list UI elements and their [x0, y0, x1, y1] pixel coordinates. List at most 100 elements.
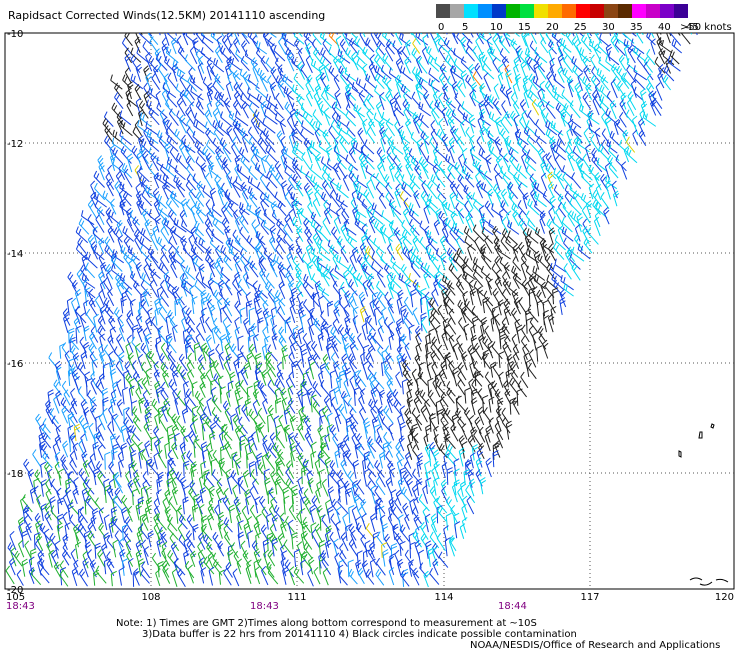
- wind-barb: [626, 97, 635, 117]
- wind-barb: [635, 33, 644, 44]
- wind-barb: [512, 100, 520, 117]
- wind-barb: [472, 199, 484, 217]
- wind-barb: [562, 44, 574, 63]
- wind-barb: [188, 188, 197, 207]
- wind-barb: [627, 91, 637, 111]
- wind-barb: [553, 91, 567, 109]
- wind-barb: [421, 46, 429, 65]
- wind-barb: [217, 120, 230, 137]
- wind-barb: [102, 118, 113, 136]
- wind-barb: [375, 45, 386, 65]
- wind-barb: [136, 47, 150, 64]
- wind-barb: [526, 120, 537, 136]
- wind-barb: [646, 48, 656, 66]
- wind-barb: [227, 200, 239, 218]
- wind-barb: [250, 57, 259, 74]
- wind-barb: [264, 192, 279, 208]
- wind-barb: [465, 172, 475, 188]
- wind-barb: [393, 92, 402, 111]
- wind-barb: [291, 56, 303, 72]
- wind-barb: [93, 191, 107, 208]
- wind-barb: [487, 188, 494, 207]
- wind-barb: [165, 98, 176, 117]
- wind-barb: [551, 33, 557, 38]
- wind-barb: [326, 158, 339, 173]
- wind-barb: [482, 221, 494, 236]
- wind-barb: [526, 56, 536, 74]
- wind-barb: [310, 174, 324, 190]
- wind-barb: [585, 143, 591, 162]
- wind-barb: [438, 72, 448, 92]
- wind-barb: [471, 91, 484, 107]
- wind-barb: [609, 130, 620, 146]
- wind-barb: [472, 192, 484, 207]
- wind-barb: [140, 227, 151, 242]
- wind-barb: [514, 73, 522, 92]
- wind-barb: [182, 33, 189, 46]
- wind-barb: [284, 38, 294, 57]
- wind-barb: [438, 44, 447, 62]
- wind-barb: [248, 101, 258, 117]
- wind-barb: [488, 33, 492, 36]
- wind-barb: [132, 216, 142, 235]
- wind-barb: [484, 200, 494, 218]
- wind-barb: [248, 165, 258, 181]
- wind-barb: [486, 36, 493, 55]
- wind-barb: [604, 162, 611, 180]
- wind-barb: [247, 126, 258, 143]
- wind-barb: [639, 109, 646, 126]
- wind-barb: [363, 83, 374, 98]
- wind-barb: [437, 37, 449, 53]
- wind-barb: [244, 49, 258, 66]
- wind-barb: [183, 138, 196, 154]
- wind-barb: [658, 48, 666, 65]
- wind-barb: [608, 50, 620, 66]
- wind-barb: [102, 190, 115, 207]
- wind-barb: [553, 73, 565, 89]
- wind-barb: [405, 39, 412, 56]
- wind-barb: [108, 209, 122, 226]
- wind-barb: [164, 33, 170, 46]
- wind-barb: [232, 124, 242, 144]
- wind-barb: [156, 194, 168, 209]
- wind-barb: [81, 210, 95, 226]
- wind-barb: [185, 155, 194, 172]
- wind-barb: [517, 48, 527, 65]
- wind-barb: [438, 92, 446, 110]
- wind-barb: [410, 33, 413, 36]
- wind-barb: [421, 180, 429, 197]
- wind-barb: [415, 55, 423, 74]
- wind-barb: [590, 54, 599, 73]
- wind-barb: [545, 120, 558, 136]
- wind-barb: [295, 180, 304, 197]
- wind-barb: [405, 161, 413, 179]
- wind-barb: [496, 33, 503, 45]
- wind-barb: [375, 181, 385, 198]
- wind-barb: [545, 33, 555, 46]
- wind-barb: [274, 103, 284, 119]
- wind-barb: [663, 65, 675, 82]
- wind-barb: [298, 33, 303, 38]
- wind-barb: [225, 171, 233, 189]
- wind-barb: [281, 33, 295, 47]
- wind-barb: [438, 118, 446, 138]
- wind-barb: [591, 154, 603, 173]
- wind-barb: [224, 190, 239, 206]
- wind-barb: [572, 64, 583, 81]
- wind-barb: [139, 145, 149, 164]
- wind-barb: [189, 101, 196, 119]
- wind-barb: [252, 64, 259, 83]
- legend-tick-label: 15: [518, 22, 531, 33]
- wind-barb: [545, 163, 557, 180]
- wind-barb: [614, 39, 626, 56]
- wind-barb: [288, 174, 297, 191]
- wind-barb: [293, 33, 305, 45]
- wind-barb: [533, 62, 540, 80]
- wind-barb: [268, 33, 277, 38]
- wind-barb: [492, 98, 502, 116]
- wind-barb: [241, 101, 249, 119]
- wind-barb: [399, 65, 414, 82]
- wind-barb: [333, 74, 341, 91]
- latitude-label: -16: [7, 359, 23, 370]
- wind-barb: [362, 118, 368, 135]
